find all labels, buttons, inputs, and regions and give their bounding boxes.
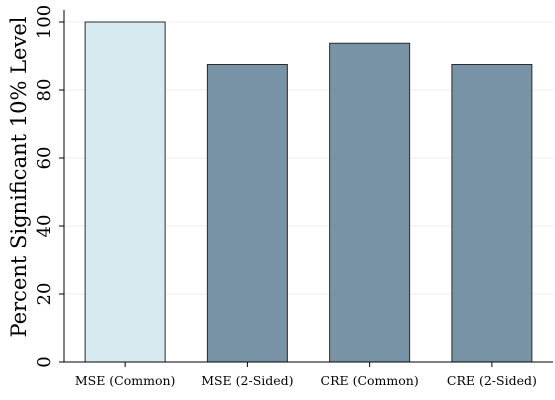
bars bbox=[84, 21, 533, 363]
bar bbox=[206, 64, 288, 363]
y-tick-label: 40 bbox=[34, 215, 55, 238]
x-ticks: MSE (Common) MSE (2-Sided) CRE (Common) CRE… bbox=[75, 362, 537, 388]
x-tick-label: MSE (Common) bbox=[75, 373, 176, 388]
y-tick-label: 0 bbox=[34, 356, 55, 367]
y-tick-label: 100 bbox=[34, 5, 55, 39]
bar bbox=[329, 42, 411, 363]
y-tick-label: 60 bbox=[34, 147, 55, 170]
x-tick-label: CRE (Common) bbox=[321, 373, 419, 388]
y-axis-label: Percent Significant 10% Level bbox=[7, 16, 31, 337]
y-tick-label: 20 bbox=[34, 283, 55, 306]
axes bbox=[63, 10, 553, 363]
y-tick-label: 80 bbox=[34, 79, 55, 102]
x-tick-label: CRE (2-Sided) bbox=[447, 373, 537, 388]
bar bbox=[451, 64, 533, 363]
y-ticks: 0 20 40 60 80 100 bbox=[34, 5, 64, 368]
x-tick-label: MSE (2-Sided) bbox=[201, 373, 293, 388]
bar bbox=[84, 21, 166, 363]
